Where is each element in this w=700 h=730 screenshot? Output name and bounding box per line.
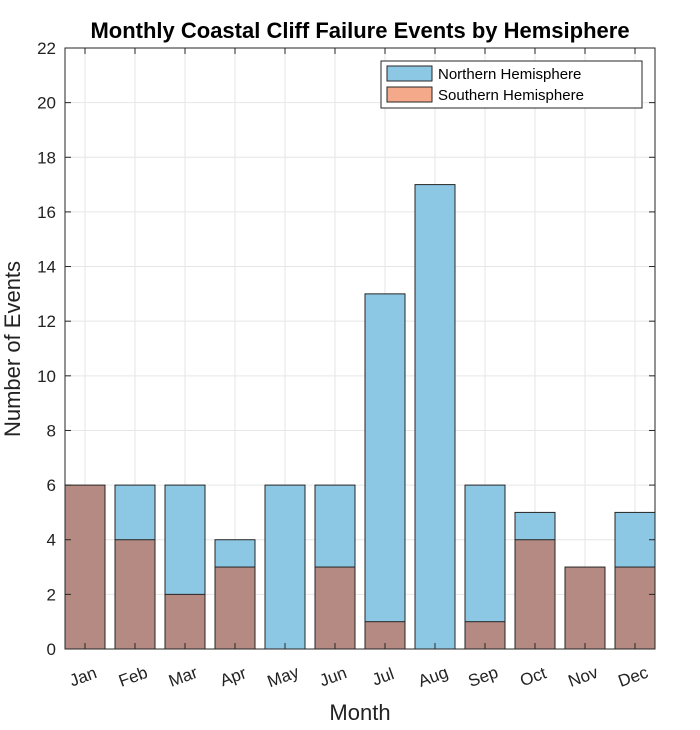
x-axis-label: Month [329,700,390,725]
x-tick-label: Feb [116,663,150,691]
bar-southern-nov [564,566,606,650]
y-tick-label: 20 [37,94,56,113]
bar-southern-dec [614,566,656,650]
bars [64,184,656,650]
legend: Northern Hemisphere Southern Hemisphere [380,60,643,109]
bar-northern-aug [414,184,456,650]
x-tick-label: Jun [317,663,349,690]
legend-swatch-southern [386,86,433,103]
legend-label-northern: Northern Hemisphere [438,66,581,83]
y-axis-ticks: 0 2 4 6 8 10 12 14 16 18 20 22 [37,39,655,659]
legend-label-southern: Southern Hemisphere [438,87,584,104]
y-tick-label: 16 [37,203,56,222]
x-tick-label: Mar [166,663,200,691]
y-tick-label: 18 [37,148,56,167]
bar-northern-may [264,484,306,650]
bar-southern-mar [164,593,206,650]
bar-southern-apr [214,566,256,650]
y-tick-label: 4 [47,531,56,550]
y-tick-label: 0 [47,640,56,659]
bar-southern-jan [64,484,106,650]
x-tick-label: Oct [517,663,549,690]
x-tick-label: Jan [67,663,99,690]
chart-title: Monthly Coastal Cliff Failure Events by … [90,18,629,43]
x-tick-label: Aug [416,663,451,691]
x-tick-label: Dec [616,663,651,691]
y-tick-label: 22 [37,39,56,58]
bar-southern-jun [314,566,356,650]
bar-southern-feb [114,539,156,650]
y-tick-label: 2 [47,585,56,604]
y-tick-label: 6 [47,476,56,495]
legend-swatch-northern [386,65,433,82]
y-tick-label: 10 [37,367,56,386]
x-tick-label: Nov [566,663,601,691]
bar-northern-jul [364,293,406,650]
y-tick-label: 14 [37,258,56,277]
x-tick-label: Apr [217,663,249,690]
x-tick-label: Jul [370,664,397,689]
plot-frame [64,47,656,650]
y-tick-label: 8 [47,421,56,440]
y-axis-label: Number of Events [0,261,25,437]
x-tick-label: Sep [466,663,501,691]
y-tick-label: 12 [37,312,56,331]
bar-southern-oct [514,539,556,650]
x-tick-label: May [265,662,302,691]
